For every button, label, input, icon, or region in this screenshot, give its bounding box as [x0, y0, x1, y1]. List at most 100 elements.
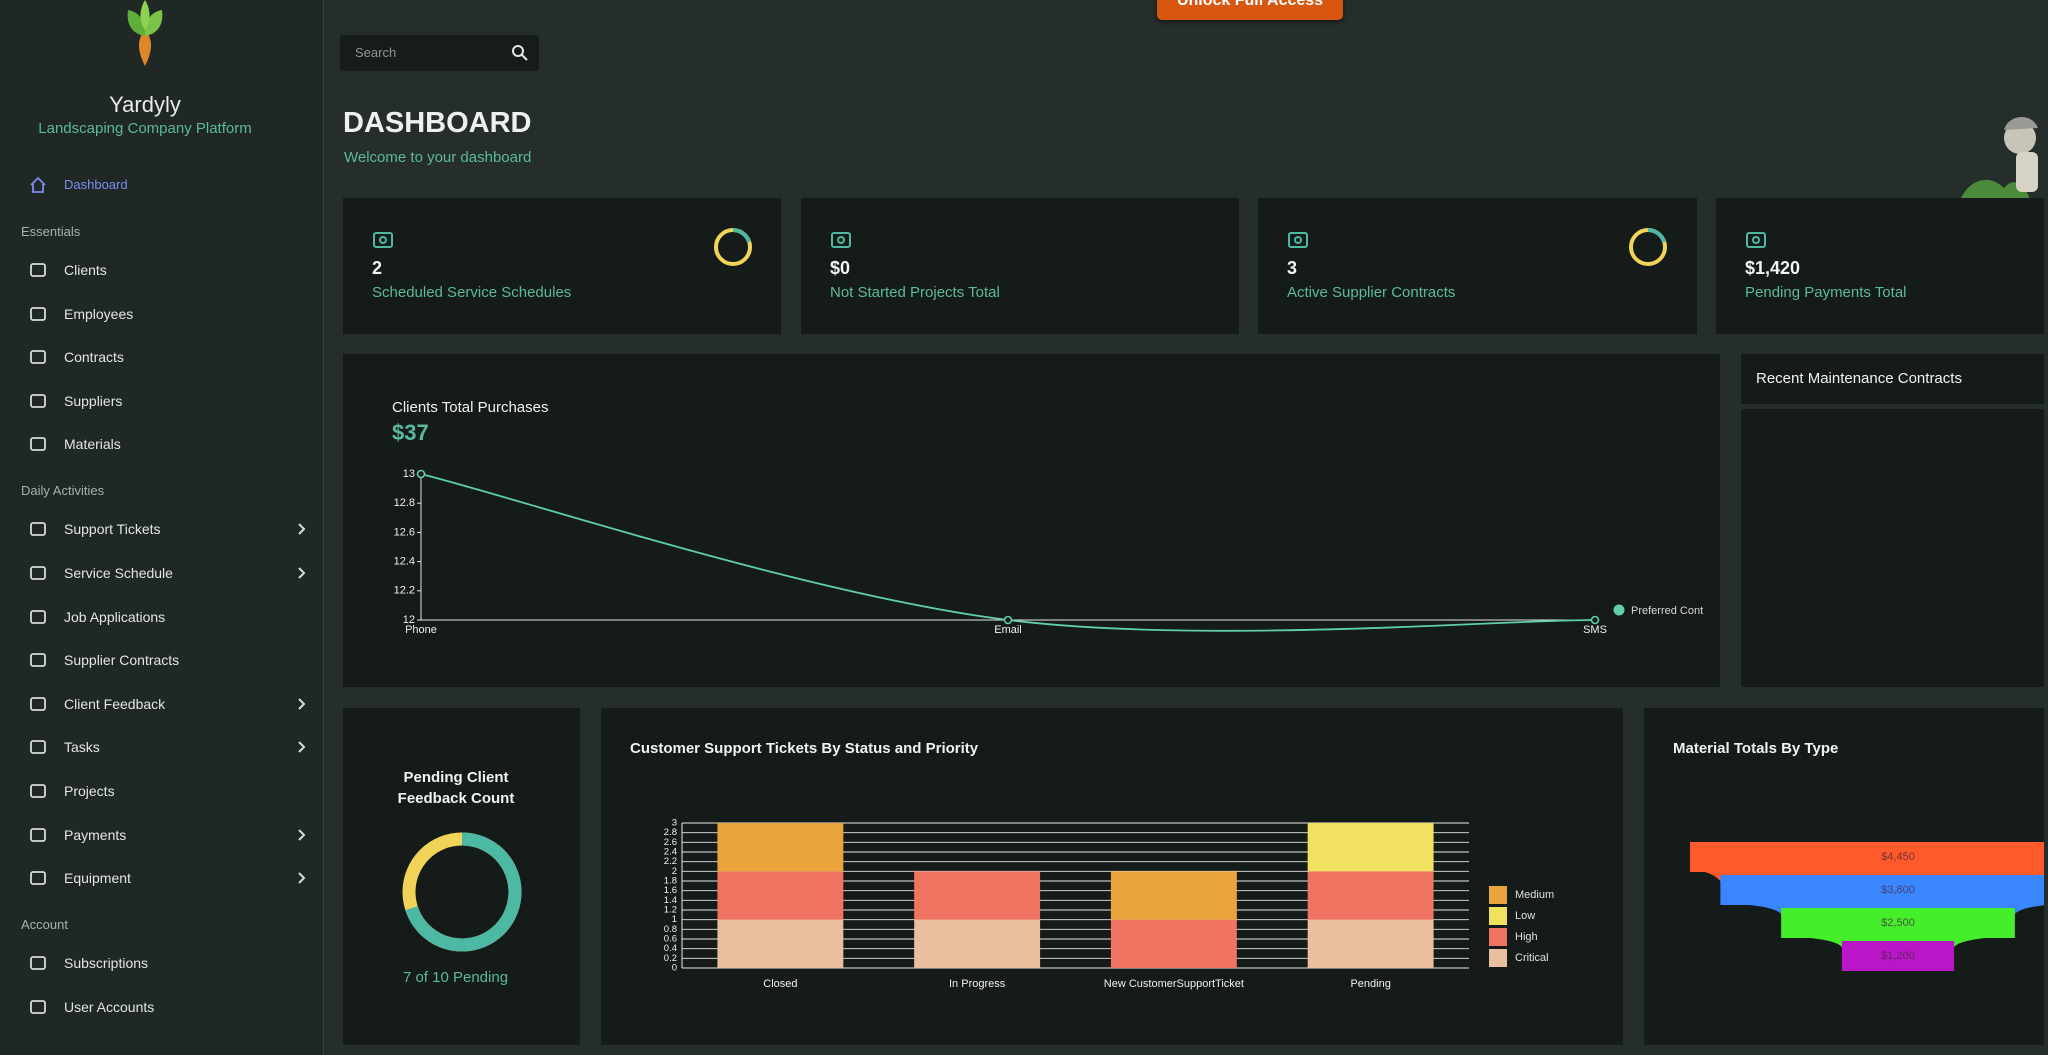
chevron-shape [298, 698, 306, 710]
chevron [298, 872, 306, 884]
icon-shape [30, 999, 46, 1014]
x-tick-label: New CustomerSupportTicket [1104, 978, 1244, 990]
nav-item[interactable]: Materials [0, 428, 323, 460]
stat-value: 2 [372, 258, 383, 278]
nav-item[interactable]: Tasks [0, 731, 323, 763]
chevron [298, 567, 306, 579]
funnel-bar [1720, 875, 2044, 905]
nav-item[interactable]: Suppliers [0, 385, 323, 417]
nav-item[interactable]: Client Feedback [0, 688, 323, 720]
chart-title: Clients Total Purchases [392, 399, 549, 416]
nav-item[interactable]: Employees [0, 298, 323, 330]
chart-title: Customer Support Tickets By Status and P… [630, 740, 979, 757]
stat-label: Not Started Projects Total [830, 284, 1000, 301]
chart-total: $37 [392, 420, 429, 445]
nav-icon [30, 999, 46, 1014]
funnel-label: $1,200 [1881, 950, 1915, 962]
nav-heading: Essentials [21, 224, 81, 239]
funnel-chart: $4,450 $3,800 $2,500 $1,200 [1690, 842, 2044, 971]
icon-shape [30, 784, 46, 798]
nav-item[interactable]: Equipment [0, 862, 323, 894]
nav-label: Dashboard [64, 177, 128, 192]
search-box[interactable]: Search [340, 35, 539, 71]
unlock-button[interactable]: Unlock Full Access [1157, 0, 1343, 20]
bar-segment [914, 871, 1041, 920]
icon-shape [30, 393, 46, 408]
stat-label: Scheduled Service Schedules [372, 284, 572, 301]
icon-shape [1752, 236, 1760, 244]
nav-item[interactable]: Contracts [0, 341, 323, 373]
nav-icon [30, 350, 46, 365]
ring-base [1629, 228, 1667, 266]
nav-icon [30, 609, 46, 624]
legend-swatch [1489, 928, 1507, 946]
icon-shape [30, 263, 46, 277]
stat-icon [831, 232, 851, 248]
y-tick-label: 13 [403, 468, 415, 480]
legend-label: High [1515, 931, 1538, 943]
y-tick-label: 0.4 [664, 943, 677, 954]
chevron-shape [298, 523, 306, 536]
nav-label: Service Schedule [64, 565, 173, 581]
line-chart-card: Clients Total Purchases $37 12 12.2 12.4 12… [343, 354, 1720, 687]
stat-value: $0 [830, 258, 851, 278]
nav-item[interactable]: Support Tickets [0, 513, 323, 545]
nav-icon [30, 566, 46, 580]
x-tick-label: Email [994, 624, 1022, 636]
nav-label: User Accounts [64, 998, 155, 1015]
icon-shape [30, 437, 46, 452]
funnel-bar [1781, 908, 2015, 938]
y-tick-label: 1.4 [664, 895, 677, 906]
nav-item[interactable]: Job Applications [0, 601, 323, 633]
nav-label: Payments [64, 826, 127, 843]
y-tick-label: 0.8 [664, 924, 677, 935]
card-title: Pending Client Feedback Count [397, 769, 515, 807]
y-tick-label: 0.2 [664, 953, 677, 964]
line [420, 473, 1596, 632]
brand: Yardyly [109, 92, 181, 117]
nav-label: Equipment [64, 870, 131, 887]
x-tick-label: Pending [1350, 978, 1390, 990]
nav-item[interactable]: Supplier Contracts [0, 644, 323, 676]
line-chart: 12 12.2 12.4 12.6 12.8 13 Phone Email SMS Preferr… [394, 468, 1704, 636]
search-placeholder: Search [355, 45, 397, 60]
nav-item[interactable]: Dashboard [0, 169, 323, 201]
recent-contracts-body [1741, 409, 2044, 687]
point [416, 469, 426, 479]
funnel-card: Material Totals By Type $4,450 $3,800 $2,5… [1644, 708, 2044, 1045]
legend-swatch [1489, 886, 1507, 904]
nav-heading: Account [21, 917, 68, 933]
stat-card: $1,420 Pending Payments Total [1716, 198, 2044, 334]
stat-ring [714, 228, 752, 266]
bar-segment [717, 823, 844, 872]
icon-shape [30, 696, 46, 711]
nav-item[interactable]: User Accounts [0, 991, 323, 1023]
icon-shape [30, 653, 46, 668]
card-title: Recent Maintenance Contracts [1756, 370, 1962, 387]
nav-item[interactable]: Clients [0, 254, 323, 286]
nav-item[interactable]: Payments [0, 819, 323, 851]
nav-item[interactable]: Projects [0, 775, 323, 807]
icon-shape [30, 306, 46, 321]
legend-marker [1613, 604, 1625, 616]
nav-label: Employees [64, 305, 134, 322]
icon-shape [30, 350, 46, 365]
y-tick-label: 2.4 [664, 847, 677, 858]
nav-icon [30, 740, 46, 755]
feedback-card: Pending Client Feedback Count 7 of 10 Pe… [343, 708, 580, 1045]
chevron-shape [298, 567, 306, 579]
logo [127, 0, 163, 66]
nav-label: Suppliers [64, 392, 123, 409]
x-tick-label: In Progress [949, 978, 1006, 990]
icon-shape [30, 176, 46, 193]
x-tick-label: Closed [763, 978, 797, 990]
nav-icon [30, 871, 46, 886]
nav-icon [30, 263, 46, 277]
icon-shape [837, 236, 845, 244]
nav-item[interactable]: Subscriptions [0, 947, 323, 979]
legend-label: Low [1515, 910, 1535, 922]
chevron-shape [298, 741, 306, 754]
chevron-shape [298, 872, 306, 884]
nav-item[interactable]: Service Schedule [0, 557, 323, 589]
nav-label: Supplier Contracts [64, 652, 180, 669]
